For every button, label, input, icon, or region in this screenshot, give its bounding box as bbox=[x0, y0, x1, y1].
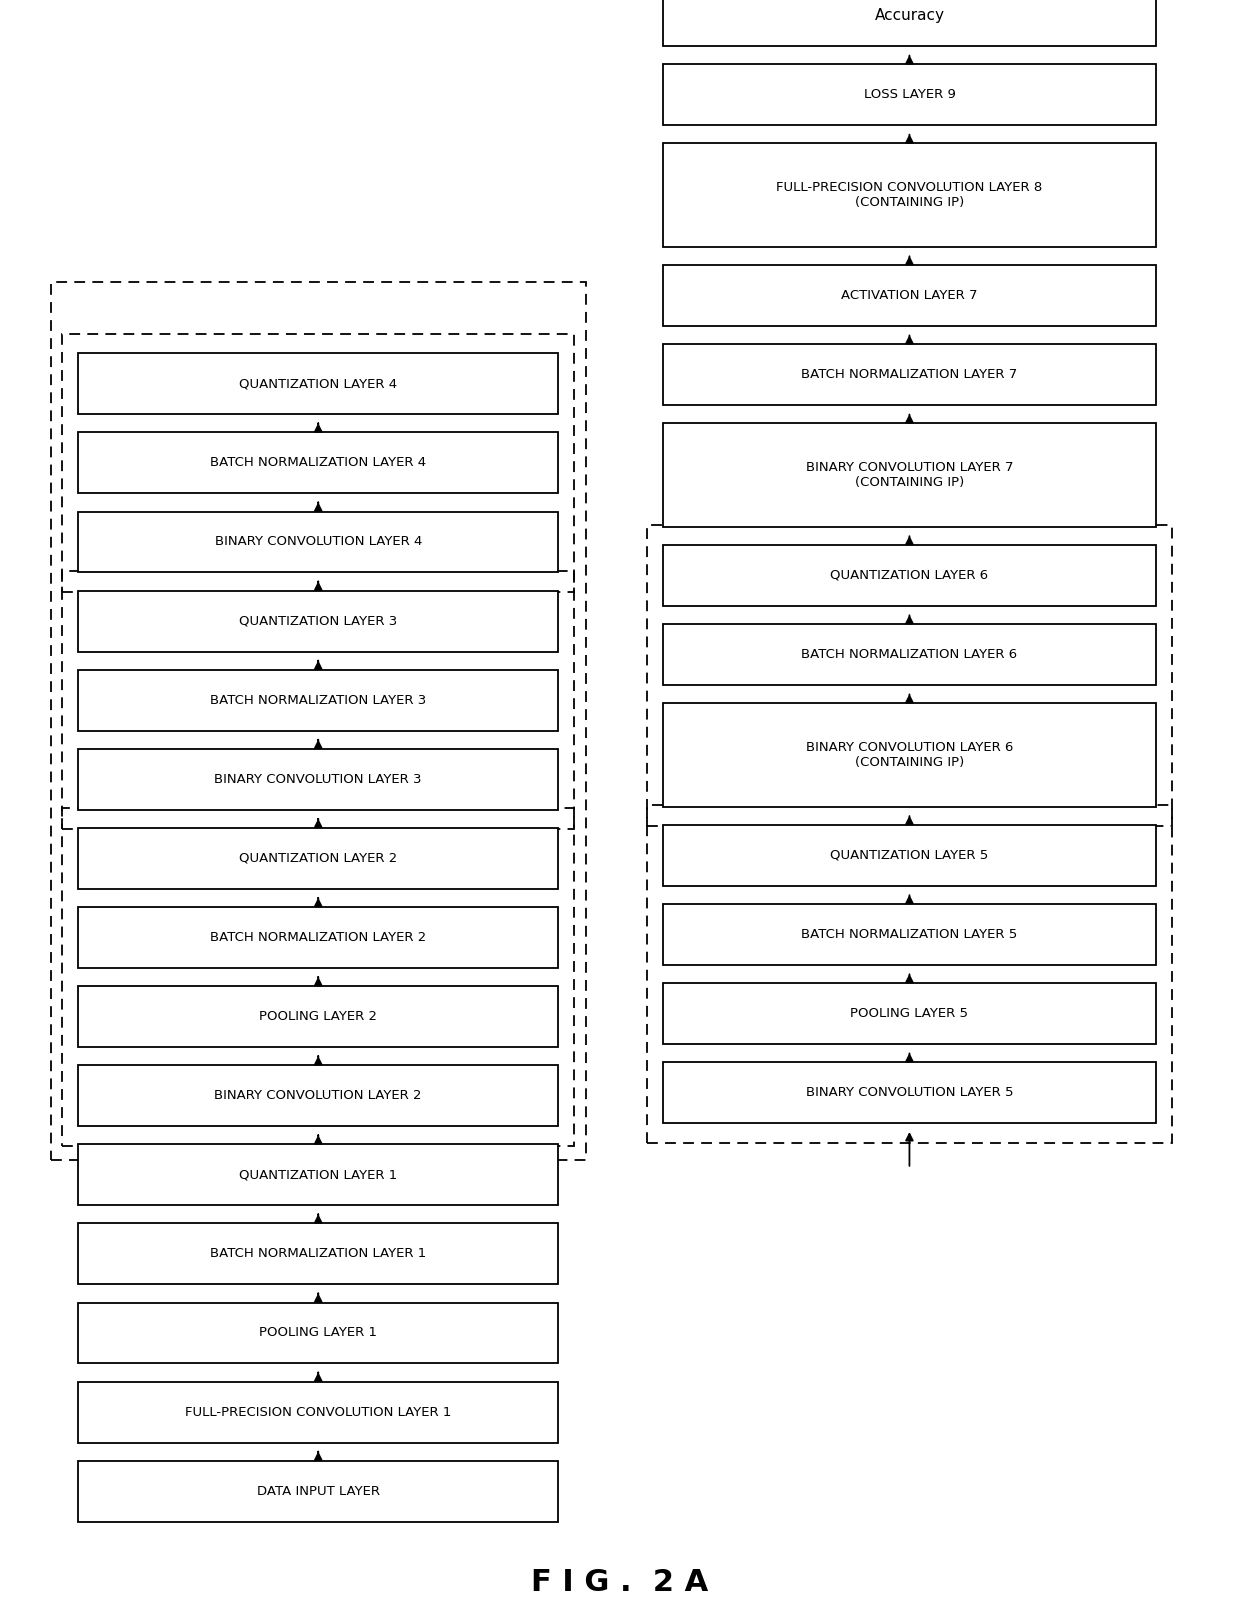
Bar bbox=[647, 805, 1172, 1143]
Bar bbox=[78, 1302, 558, 1364]
Text: BATCH NORMALIZATION LAYER 2: BATCH NORMALIZATION LAYER 2 bbox=[210, 931, 427, 944]
Bar bbox=[663, 625, 1156, 684]
Bar bbox=[78, 749, 558, 810]
Text: POOLING LAYER 1: POOLING LAYER 1 bbox=[259, 1327, 377, 1340]
Text: BATCH NORMALIZATION LAYER 5: BATCH NORMALIZATION LAYER 5 bbox=[801, 928, 1018, 941]
Bar bbox=[51, 282, 585, 1159]
Bar bbox=[78, 1065, 558, 1127]
Bar bbox=[663, 546, 1156, 605]
Bar bbox=[663, 344, 1156, 405]
Bar bbox=[78, 828, 558, 889]
Bar bbox=[663, 0, 1156, 47]
Text: BINARY CONVOLUTION LAYER 4: BINARY CONVOLUTION LAYER 4 bbox=[215, 536, 422, 549]
Bar bbox=[78, 1382, 558, 1443]
Text: BINARY CONVOLUTION LAYER 6
(CONTAINING IP): BINARY CONVOLUTION LAYER 6 (CONTAINING I… bbox=[806, 741, 1013, 768]
Text: F I G .  2 A: F I G . 2 A bbox=[532, 1567, 708, 1596]
Text: POOLING LAYER 5: POOLING LAYER 5 bbox=[851, 1007, 968, 1020]
Bar bbox=[663, 704, 1156, 807]
Text: BINARY CONVOLUTION LAYER 7
(CONTAINING IP): BINARY CONVOLUTION LAYER 7 (CONTAINING I… bbox=[806, 462, 1013, 489]
Text: BATCH NORMALIZATION LAYER 1: BATCH NORMALIZATION LAYER 1 bbox=[210, 1248, 427, 1261]
Bar bbox=[78, 1461, 558, 1522]
Text: QUANTIZATION LAYER 5: QUANTIZATION LAYER 5 bbox=[831, 849, 988, 862]
Bar bbox=[663, 904, 1156, 965]
Bar bbox=[647, 525, 1172, 826]
Bar bbox=[78, 907, 558, 968]
Bar bbox=[78, 1223, 558, 1285]
Bar bbox=[663, 144, 1156, 247]
Bar bbox=[663, 423, 1156, 526]
Bar bbox=[78, 591, 558, 652]
Bar bbox=[78, 353, 558, 415]
Text: BATCH NORMALIZATION LAYER 3: BATCH NORMALIZATION LAYER 3 bbox=[210, 694, 427, 707]
Bar bbox=[663, 825, 1156, 886]
Bar bbox=[663, 983, 1156, 1044]
Text: FULL-PRECISION CONVOLUTION LAYER 8
(CONTAINING IP): FULL-PRECISION CONVOLUTION LAYER 8 (CONT… bbox=[776, 181, 1043, 210]
Bar bbox=[663, 1062, 1156, 1123]
Text: QUANTIZATION LAYER 2: QUANTIZATION LAYER 2 bbox=[239, 852, 397, 865]
Text: ACTIVATION LAYER 7: ACTIVATION LAYER 7 bbox=[841, 289, 977, 302]
Text: BATCH NORMALIZATION LAYER 6: BATCH NORMALIZATION LAYER 6 bbox=[801, 649, 1018, 662]
Text: QUANTIZATION LAYER 3: QUANTIZATION LAYER 3 bbox=[239, 615, 397, 628]
Text: BATCH NORMALIZATION LAYER 4: BATCH NORMALIZATION LAYER 4 bbox=[210, 457, 427, 470]
Bar bbox=[78, 1144, 558, 1206]
Text: QUANTIZATION LAYER 1: QUANTIZATION LAYER 1 bbox=[239, 1169, 397, 1181]
Text: Accuracy: Accuracy bbox=[874, 8, 945, 23]
Text: POOLING LAYER 2: POOLING LAYER 2 bbox=[259, 1010, 377, 1023]
Bar bbox=[78, 670, 558, 731]
Text: BINARY CONVOLUTION LAYER 2: BINARY CONVOLUTION LAYER 2 bbox=[215, 1089, 422, 1102]
Text: QUANTIZATION LAYER 4: QUANTIZATION LAYER 4 bbox=[239, 378, 397, 391]
Text: LOSS LAYER 9: LOSS LAYER 9 bbox=[863, 89, 955, 102]
Text: BINARY CONVOLUTION LAYER 3: BINARY CONVOLUTION LAYER 3 bbox=[215, 773, 422, 786]
Bar bbox=[78, 986, 558, 1047]
Bar bbox=[62, 571, 574, 830]
Bar bbox=[78, 512, 558, 573]
Bar bbox=[663, 265, 1156, 326]
Bar bbox=[663, 65, 1156, 126]
Bar bbox=[62, 334, 574, 592]
Text: DATA INPUT LAYER: DATA INPUT LAYER bbox=[257, 1485, 379, 1498]
Text: BINARY CONVOLUTION LAYER 5: BINARY CONVOLUTION LAYER 5 bbox=[806, 1086, 1013, 1099]
Text: BATCH NORMALIZATION LAYER 7: BATCH NORMALIZATION LAYER 7 bbox=[801, 368, 1018, 381]
Text: QUANTIZATION LAYER 6: QUANTIZATION LAYER 6 bbox=[831, 570, 988, 583]
Bar bbox=[78, 433, 558, 494]
Bar bbox=[62, 809, 574, 1146]
Text: FULL-PRECISION CONVOLUTION LAYER 1: FULL-PRECISION CONVOLUTION LAYER 1 bbox=[185, 1406, 451, 1419]
